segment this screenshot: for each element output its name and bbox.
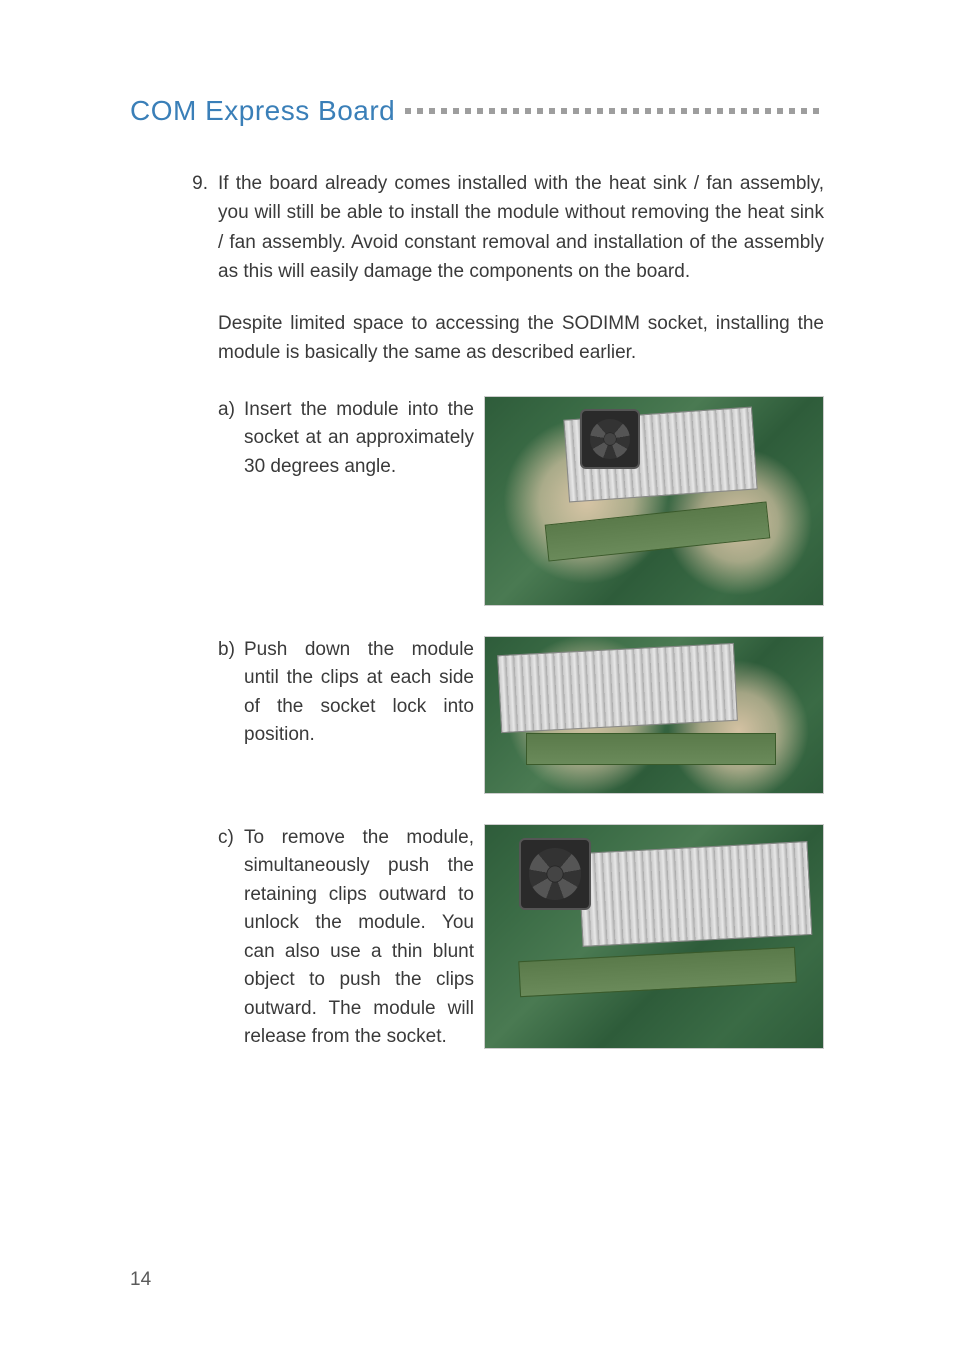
header-dot — [801, 108, 807, 114]
intro-paragraph: Despite limited space to accessing the S… — [218, 309, 824, 368]
header-dot — [537, 108, 543, 114]
substep-a-photo — [484, 396, 824, 606]
substep-c-row: c) To remove the module, simultaneously … — [218, 824, 824, 1052]
substep-body: To remove the module, simultaneously pus… — [244, 824, 474, 1052]
sodimm-graphic — [526, 733, 776, 764]
step-text: If the board already comes installed wit… — [218, 169, 824, 287]
header-dot — [501, 108, 507, 114]
header-dot — [741, 108, 747, 114]
page-number: 14 — [130, 1269, 151, 1291]
header-dot — [813, 108, 819, 114]
step-9-block: 9. If the board already comes installed … — [182, 169, 824, 287]
header-dot — [621, 108, 627, 114]
substep-a: a) Insert the module into the socket at … — [218, 396, 474, 482]
header-dot — [633, 108, 639, 114]
step-number: 9. — [182, 169, 218, 287]
header-dot — [681, 108, 687, 114]
substep-c-photo — [484, 824, 824, 1049]
header-dot — [513, 108, 519, 114]
fan-graphic — [519, 838, 591, 910]
fan-graphic — [580, 409, 640, 469]
header-dot — [645, 108, 651, 114]
header-dot — [609, 108, 615, 114]
substep-b-photo — [484, 636, 824, 794]
substep-b: b) Push down the module until the clips … — [218, 636, 474, 750]
header-dot — [705, 108, 711, 114]
substep-letter: c) — [218, 824, 244, 1052]
header-dot — [561, 108, 567, 114]
substep-c-text-col: c) To remove the module, simultaneously … — [218, 824, 474, 1052]
header-dot — [429, 108, 435, 114]
header-dot — [669, 108, 675, 114]
header-title: COM Express Board — [130, 95, 395, 127]
header-dot — [717, 108, 723, 114]
heatsink-graphic — [577, 841, 811, 947]
header-dot — [465, 108, 471, 114]
substep-c: c) To remove the module, simultaneously … — [218, 824, 474, 1052]
header-dot — [753, 108, 759, 114]
header-dots — [405, 105, 824, 117]
heatsink-graphic — [497, 643, 737, 733]
header-dot — [729, 108, 735, 114]
main-content: 9. If the board already comes installed … — [130, 169, 824, 1052]
header-dot — [453, 108, 459, 114]
substep-a-text-col: a) Insert the module into the socket at … — [218, 396, 474, 482]
header-dot — [417, 108, 423, 114]
document-page: COM Express Board 9. If the board alread… — [0, 0, 954, 1351]
substep-b-image-col — [484, 636, 824, 794]
header-dot — [573, 108, 579, 114]
substep-letter: a) — [218, 396, 244, 482]
header-dot — [657, 108, 663, 114]
header-dot — [597, 108, 603, 114]
header-dot — [405, 108, 411, 114]
header-dot — [549, 108, 555, 114]
substep-b-text-col: b) Push down the module until the clips … — [218, 636, 474, 750]
header-dot — [441, 108, 447, 114]
header-dot — [477, 108, 483, 114]
header-dot — [525, 108, 531, 114]
header-dot — [693, 108, 699, 114]
substep-b-row: b) Push down the module until the clips … — [218, 636, 824, 794]
substep-c-image-col — [484, 824, 824, 1049]
header-dot — [789, 108, 795, 114]
substep-letter: b) — [218, 636, 244, 750]
header-dot — [489, 108, 495, 114]
substep-a-row: a) Insert the module into the socket at … — [218, 396, 824, 606]
header-dot — [765, 108, 771, 114]
header-dot — [777, 108, 783, 114]
substep-body: Push down the module until the clips at … — [244, 636, 474, 750]
substep-a-image-col — [484, 396, 824, 606]
page-header: COM Express Board — [130, 95, 824, 127]
header-dot — [585, 108, 591, 114]
substep-body: Insert the module into the socket at an … — [244, 396, 474, 482]
